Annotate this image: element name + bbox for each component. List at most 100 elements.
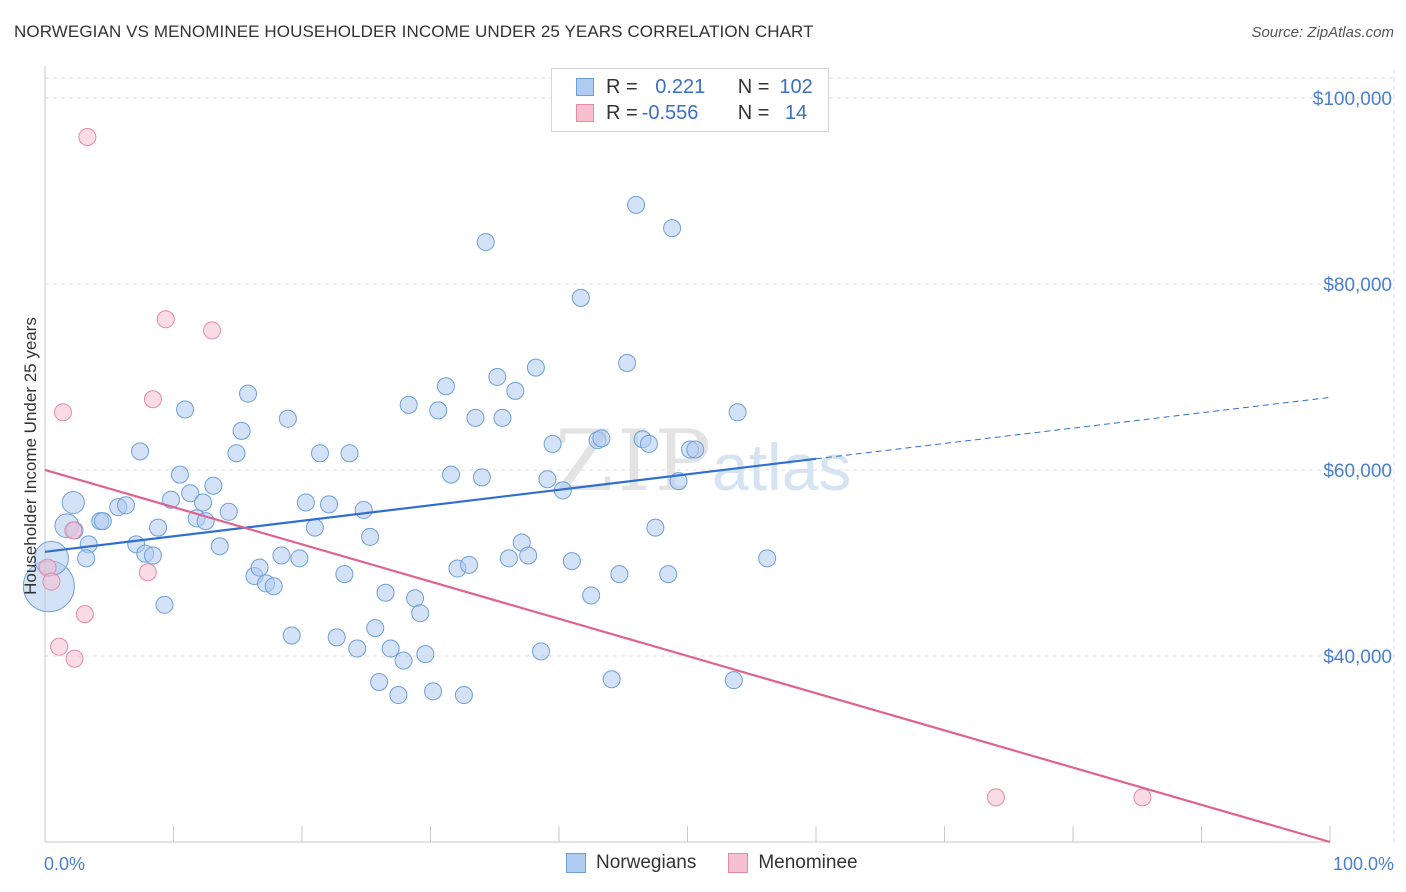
norwegian-point	[194, 493, 213, 512]
menominee-point	[75, 605, 94, 624]
norwegian-point	[361, 527, 380, 546]
series-legend-menominee: Menominee	[728, 852, 858, 874]
norwegian-point	[472, 468, 491, 487]
norwegian-point	[460, 555, 479, 574]
norwegian-point	[411, 604, 430, 623]
menominee-point	[42, 572, 61, 591]
correlation-legend: R = 0.221 N = 102 R = -0.556 N = 14	[551, 68, 829, 132]
norwegian-point	[319, 495, 338, 514]
norwegian-point	[499, 549, 518, 568]
chart-title: NORWEGIAN VS MENOMINEE HOUSEHOLDER INCOM…	[14, 22, 814, 41]
norwegian-point	[93, 512, 112, 531]
norwegian-point	[250, 558, 269, 577]
y-axis-label: Householder Income Under 25 years	[21, 317, 40, 595]
norwegian-point	[227, 444, 246, 463]
norwegian-point	[310, 444, 329, 463]
norwegian-point	[181, 484, 200, 503]
menominee-point	[78, 127, 97, 146]
norwegian-point	[454, 686, 473, 705]
norwegian-point	[278, 409, 297, 428]
label-layer: $40,000 $60,000 $80,000 $100,000 0.0% 100.0% H…	[21, 89, 1394, 874]
norwegian-point	[77, 549, 96, 568]
trend-layer	[44, 396, 1331, 844]
watermark-zip: ZIP	[555, 412, 715, 510]
norwegian-point	[442, 465, 461, 484]
norwegian-point	[758, 549, 777, 568]
norwegian-point	[272, 546, 291, 565]
norwegian-point	[204, 476, 223, 495]
norwegian-point	[476, 233, 495, 252]
menominee-point	[203, 321, 222, 340]
menominee-point	[986, 788, 1005, 807]
legend-n-value: 14	[779, 101, 808, 124]
norwegian-point	[686, 440, 705, 459]
legend-r-label: R =	[606, 101, 638, 124]
axis-layer	[44, 66, 1331, 843]
legend-row-norwegians: R = 0.221 N = 102	[576, 75, 813, 99]
legend-r-value: 0.221	[649, 75, 706, 98]
menominee-point	[1133, 788, 1152, 807]
norwegian-point	[131, 442, 150, 461]
legend-n-label: N =	[737, 75, 770, 98]
norwegian-point	[724, 671, 743, 690]
norwegian-point	[416, 645, 435, 664]
series-label: Menominee	[758, 852, 858, 873]
norwegian-point	[389, 686, 408, 705]
y-tick-label: $60,000	[1323, 461, 1392, 482]
norwegian-point	[239, 384, 258, 403]
norwegian-point	[210, 537, 229, 556]
norwegian-point	[348, 639, 367, 658]
norwegian-point	[370, 673, 389, 692]
norwegian-point	[466, 408, 485, 427]
norwegian-point	[610, 565, 629, 584]
norwegian-point	[290, 549, 309, 568]
norwegian-point	[582, 586, 601, 605]
norwegian-point	[394, 651, 413, 670]
norwegian-point	[488, 367, 507, 386]
norwegian-point	[627, 195, 646, 214]
y-tick-label: $40,000	[1323, 647, 1392, 668]
legend-swatch-pink	[576, 104, 594, 122]
norwegian-point	[335, 565, 354, 584]
norwegian-point	[728, 403, 747, 422]
norwegian-point	[381, 639, 400, 658]
norwegian-point	[340, 444, 359, 463]
norwegian-point	[376, 583, 395, 602]
norwegian-point	[424, 682, 443, 701]
legend-n-label: N =	[737, 101, 770, 124]
x-tick-label: 100.0%	[1333, 854, 1394, 874]
norwegian-point	[232, 421, 251, 440]
menominee-point	[156, 310, 175, 329]
norwegian-point	[61, 490, 85, 515]
series-legend: Norwegians Menominee	[566, 852, 890, 874]
norwegian-point	[436, 377, 455, 396]
watermark: ZIP atlas	[555, 412, 851, 510]
legend-r-value: -0.556	[641, 101, 699, 124]
norwegian-point	[526, 358, 545, 377]
norwegian-point	[116, 496, 135, 515]
series-swatch-pink	[728, 853, 749, 873]
norwegian-point	[532, 642, 551, 661]
menominee-trend-line	[44, 468, 1331, 844]
norwegian-point	[264, 577, 283, 596]
series-legend-norwegians: Norwegians	[566, 852, 696, 874]
norwegian-point	[305, 518, 324, 537]
norwegian-point	[296, 493, 315, 512]
norwegian-point	[399, 395, 418, 414]
norwegian-point	[429, 401, 448, 420]
norwegian-point	[618, 353, 637, 372]
menominee-point	[143, 390, 162, 409]
series-swatch-blue	[566, 853, 586, 873]
norwegian-point	[571, 288, 590, 307]
norwegian-trend-extension	[815, 396, 1331, 460]
norwegian-trend-line	[44, 457, 817, 553]
norwegian-point	[506, 381, 525, 400]
norwegian-point	[176, 400, 195, 419]
menominee-point	[53, 403, 72, 422]
legend-swatch-blue	[576, 78, 594, 96]
norwegian-point	[519, 546, 538, 565]
menominee-point	[138, 563, 157, 582]
legend-row-menominee: R = -0.556 N = 14	[576, 101, 807, 125]
norwegian-point	[646, 518, 665, 537]
series-label: Norwegians	[596, 852, 697, 873]
